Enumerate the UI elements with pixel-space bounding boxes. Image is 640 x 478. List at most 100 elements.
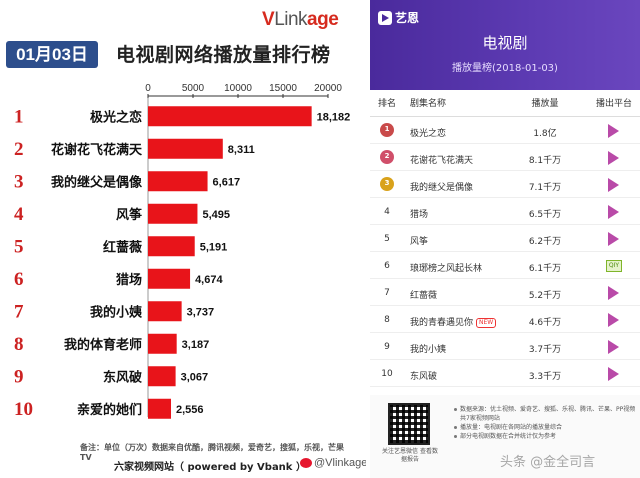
views-cell: 3.7千万	[528, 345, 562, 355]
logo-v: V	[262, 9, 275, 30]
value-label: 18,182	[317, 111, 351, 123]
value-label: 8,311	[228, 144, 255, 156]
qr-caption: 关注艺恩微信 查看数据报告	[382, 448, 438, 463]
column-header-rank: 排名	[377, 99, 396, 109]
table-row[interactable]: 6 琅琊榜之风起长林 6.1千万 QIY	[370, 253, 640, 279]
table-row[interactable]: 8 我的青春遇见你 NEW 4.6千万	[370, 307, 640, 333]
value-label: 4,674	[195, 274, 223, 286]
panel-subtitle: 播放量榜(2018-01-03)	[452, 63, 558, 74]
drama-name: 我的继父是偶像	[410, 183, 474, 193]
play-icon[interactable]	[608, 340, 619, 354]
name-cell[interactable]: 我的继父是偶像	[410, 180, 473, 193]
views-cell: 4.6千万	[528, 318, 562, 328]
table-row[interactable]: 4 猎场 6.5千万	[370, 199, 640, 225]
medal-icon: 1	[380, 123, 394, 137]
drama-name: 极光之恋	[410, 129, 447, 139]
table-row[interactable]: 3 我的继父是偶像 7.1千万	[370, 172, 640, 198]
entgroup-logo: 艺恩	[378, 9, 419, 26]
medal-icon: 3	[380, 177, 394, 191]
play-icon[interactable]	[608, 151, 619, 165]
credit-text: 六家视频网站（ powered by Vbank ）	[114, 462, 306, 473]
weibo-icon	[300, 458, 312, 469]
table-row[interactable]: 1 极光之恋 1.8亿	[370, 118, 640, 144]
rank-number: 4	[14, 204, 24, 225]
play-icon[interactable]	[608, 205, 619, 219]
iqiyi-icon[interactable]: QIY	[606, 260, 622, 272]
views-cell: 8.1千万	[528, 156, 562, 166]
rank-number: 9	[14, 366, 24, 387]
x-tick-label: 10000	[224, 83, 252, 94]
weibo-label: @Vlinkage	[314, 457, 366, 469]
footnote: 备注：单位（万次）数据来自优酷，腾讯视频，爱奇艺，搜狐，乐视，芒果TV	[80, 443, 344, 462]
table-row[interactable]: 9 我的小姨 3.7千万	[370, 334, 640, 360]
drama-name: 东风破	[410, 372, 438, 382]
name-cell[interactable]: 我的青春遇见你 NEW	[410, 315, 497, 328]
name-cell[interactable]: 东风破	[410, 369, 437, 382]
bar	[148, 268, 191, 289]
play-icon[interactable]	[608, 367, 619, 381]
name-cell[interactable]: 猎场	[410, 207, 428, 220]
table-row[interactable]: 5 风筝 6.2千万	[370, 226, 640, 252]
play-icon[interactable]	[608, 178, 619, 192]
table-row[interactable]: 10 东风破 3.3千万	[370, 361, 640, 387]
chart-title: 电视剧网络播放量排行榜	[116, 44, 331, 66]
name-cell[interactable]: 琅琊榜之风起长林	[410, 261, 482, 274]
table-row[interactable]: 7 红蔷薇 5.2千万	[370, 280, 640, 306]
entgroup-ranking-panel: 艺恩 电视剧 播放量榜(2018-01-03) 排名 剧集名称 播放量 播出平台…	[370, 0, 640, 478]
rank-cell: 6	[384, 261, 390, 271]
bar	[148, 333, 177, 354]
watermark: 头条 @金全司言	[500, 455, 596, 470]
category-label: 我的小姨	[90, 304, 143, 320]
panel-header: 艺恩 电视剧 播放量榜(2018-01-03)	[370, 0, 640, 90]
rank-cell: 8	[384, 315, 390, 325]
drama-name: 猎场	[410, 210, 429, 220]
name-cell[interactable]: 极光之恋	[410, 126, 446, 139]
value-label: 2,556	[176, 404, 204, 416]
bar	[148, 366, 176, 387]
vlinkage-logo: VLinkage	[262, 9, 339, 31]
rank-cell: 5	[384, 234, 390, 244]
views-cell: 3.3千万	[528, 372, 562, 382]
drama-name: 风筝	[410, 237, 429, 247]
views-cell: 6.1千万	[528, 264, 562, 274]
date-badge: 01月03日	[6, 41, 98, 68]
value-label: 3,737	[187, 306, 215, 318]
bar-chart: 0 5000 10000 15000 20000 1 极光之恋 18,182 2 花谢花飞花满天 8…	[14, 83, 351, 420]
bar	[148, 138, 223, 159]
drama-name: 我的小姨	[410, 345, 447, 355]
views-cell: 6.2千万	[528, 237, 562, 247]
category-label: 极光之恋	[90, 109, 142, 125]
category-label: 东风破	[103, 369, 142, 385]
play-icon[interactable]	[608, 124, 619, 138]
rank-cell: 1	[384, 125, 390, 133]
play-logo-icon	[378, 10, 392, 25]
name-cell[interactable]: 红蔷薇	[410, 288, 437, 301]
name-cell[interactable]: 我的小姨	[410, 342, 446, 355]
name-cell[interactable]: 风筝	[410, 234, 428, 247]
bar	[148, 106, 312, 127]
weibo-handle: @Vlinkage	[300, 457, 366, 469]
rank-number: 5	[14, 236, 24, 257]
play-icon[interactable]	[608, 286, 619, 300]
name-cell[interactable]: 花谢花飞花满天	[410, 153, 473, 166]
x-tick-label: 0	[145, 83, 151, 94]
data-notes: 数据来源：优土视频、爱奇艺、搜狐、乐视、腾讯、芒果、PP视频共7家视频网站 播放…	[454, 405, 636, 441]
rank-cell: 9	[384, 342, 390, 352]
drama-name: 琅琊榜之风起长林	[410, 264, 483, 274]
qr-code[interactable]	[388, 403, 430, 445]
x-tick-label: 20000	[314, 83, 342, 94]
views-cell: 5.2千万	[528, 291, 562, 301]
logo-age: age	[307, 9, 339, 30]
table-row[interactable]: 2 花谢花飞花满天 8.1千万	[370, 145, 640, 171]
play-icon[interactable]	[608, 232, 619, 246]
rank-cell: 3	[384, 179, 390, 187]
drama-name: 红蔷薇	[410, 291, 438, 301]
vlinkage-ranking-panel: VLinkage 01月03日 电视剧网络播放量排行榜 0 5000 10000 15…	[6, 9, 366, 473]
value-label: 5,191	[200, 241, 228, 253]
drama-name: 花谢花飞花满天	[410, 156, 474, 166]
category-label: 花谢花飞花满天	[51, 142, 143, 158]
rank-number: 8	[14, 334, 24, 355]
category-label: 我的继父是偶像	[51, 174, 143, 190]
views-cell: 1.8亿	[533, 129, 557, 139]
play-icon[interactable]	[608, 313, 619, 327]
